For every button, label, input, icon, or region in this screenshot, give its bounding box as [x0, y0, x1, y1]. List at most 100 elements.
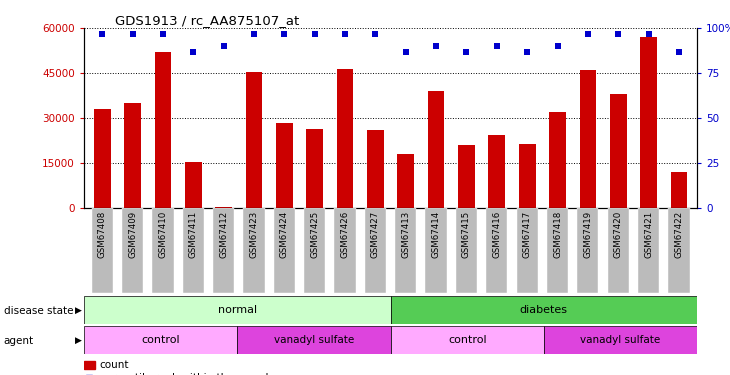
Bar	[94, 109, 110, 208]
Bar	[428, 91, 445, 208]
Point	[582, 30, 593, 36]
Point	[188, 48, 199, 54]
Text: GSM67424: GSM67424	[280, 211, 289, 258]
Text: disease state: disease state	[4, 306, 73, 315]
Text: GSM67421: GSM67421	[644, 211, 653, 258]
Text: vanadyl sulfate: vanadyl sulfate	[580, 335, 661, 345]
Bar	[640, 37, 657, 208]
Text: ▶: ▶	[75, 306, 82, 315]
Point	[642, 30, 654, 36]
FancyBboxPatch shape	[91, 208, 113, 292]
FancyBboxPatch shape	[274, 208, 295, 292]
Text: GSM67425: GSM67425	[310, 211, 319, 258]
Text: GSM67412: GSM67412	[219, 211, 228, 258]
Text: GSM67418: GSM67418	[553, 211, 562, 258]
Text: GSM67422: GSM67422	[675, 211, 683, 258]
Text: control: control	[448, 335, 486, 345]
Bar	[391, 326, 544, 354]
FancyBboxPatch shape	[243, 208, 264, 292]
Point	[430, 43, 442, 49]
Point	[339, 30, 351, 36]
Text: GSM67415: GSM67415	[462, 211, 471, 258]
Point	[278, 30, 290, 36]
Point	[309, 30, 320, 36]
Text: GSM67414: GSM67414	[431, 211, 441, 258]
Text: GSM67419: GSM67419	[583, 211, 592, 258]
Text: agent: agent	[4, 336, 34, 345]
FancyBboxPatch shape	[153, 208, 174, 292]
FancyBboxPatch shape	[668, 208, 690, 292]
FancyBboxPatch shape	[122, 208, 143, 292]
Bar	[84, 326, 237, 354]
Text: GSM67410: GSM67410	[158, 211, 167, 258]
Bar	[245, 72, 262, 208]
Point	[96, 30, 108, 36]
Text: GSM67413: GSM67413	[402, 211, 410, 258]
Bar	[458, 145, 474, 208]
Point	[127, 30, 139, 36]
Text: GSM67426: GSM67426	[340, 211, 350, 258]
Point	[248, 30, 260, 36]
Bar	[237, 326, 391, 354]
FancyBboxPatch shape	[517, 208, 538, 292]
Bar	[580, 70, 596, 208]
Point	[157, 30, 169, 36]
Bar	[488, 135, 505, 208]
FancyBboxPatch shape	[334, 208, 356, 292]
Text: GSM67411: GSM67411	[189, 211, 198, 258]
Point	[612, 30, 624, 36]
Bar	[397, 154, 414, 208]
Point	[218, 43, 229, 49]
Text: GSM67417: GSM67417	[523, 211, 531, 258]
Text: count: count	[99, 360, 128, 370]
FancyBboxPatch shape	[426, 208, 447, 292]
Text: normal: normal	[218, 305, 257, 315]
Text: vanadyl sulfate: vanadyl sulfate	[274, 335, 354, 345]
Text: ▶: ▶	[75, 336, 82, 345]
FancyBboxPatch shape	[486, 208, 507, 292]
Bar	[155, 52, 172, 208]
Bar	[544, 326, 697, 354]
Text: GSM67423: GSM67423	[250, 211, 258, 258]
Text: GSM67420: GSM67420	[614, 211, 623, 258]
Point	[521, 48, 533, 54]
Bar	[276, 123, 293, 208]
Bar	[367, 130, 384, 208]
Bar	[519, 144, 536, 208]
Bar	[610, 94, 626, 208]
Text: GSM67416: GSM67416	[492, 211, 502, 258]
Bar	[671, 172, 687, 208]
FancyBboxPatch shape	[304, 208, 326, 292]
Bar	[549, 112, 566, 208]
FancyBboxPatch shape	[638, 208, 659, 292]
FancyBboxPatch shape	[547, 208, 568, 292]
Text: GSM67427: GSM67427	[371, 211, 380, 258]
FancyBboxPatch shape	[365, 208, 386, 292]
Point	[673, 48, 685, 54]
Bar	[84, 361, 95, 369]
Bar	[185, 162, 201, 208]
FancyBboxPatch shape	[456, 208, 477, 292]
Bar	[337, 69, 353, 208]
Bar	[215, 207, 232, 208]
Bar	[84, 296, 391, 324]
Point	[369, 30, 381, 36]
Bar	[391, 296, 697, 324]
Point	[491, 43, 503, 49]
FancyBboxPatch shape	[607, 208, 629, 292]
Point	[461, 48, 472, 54]
FancyBboxPatch shape	[577, 208, 599, 292]
Text: control: control	[142, 335, 180, 345]
Bar	[124, 103, 141, 208]
Text: percentile rank within the sample: percentile rank within the sample	[99, 373, 275, 375]
Bar	[307, 129, 323, 208]
Text: diabetes: diabetes	[520, 305, 568, 315]
Point	[400, 48, 412, 54]
Text: GSM67408: GSM67408	[98, 211, 107, 258]
Point	[552, 43, 564, 49]
FancyBboxPatch shape	[395, 208, 416, 292]
FancyBboxPatch shape	[182, 208, 204, 292]
FancyBboxPatch shape	[213, 208, 234, 292]
Text: GSM67409: GSM67409	[128, 211, 137, 258]
Text: GDS1913 / rc_AA875107_at: GDS1913 / rc_AA875107_at	[115, 14, 299, 27]
